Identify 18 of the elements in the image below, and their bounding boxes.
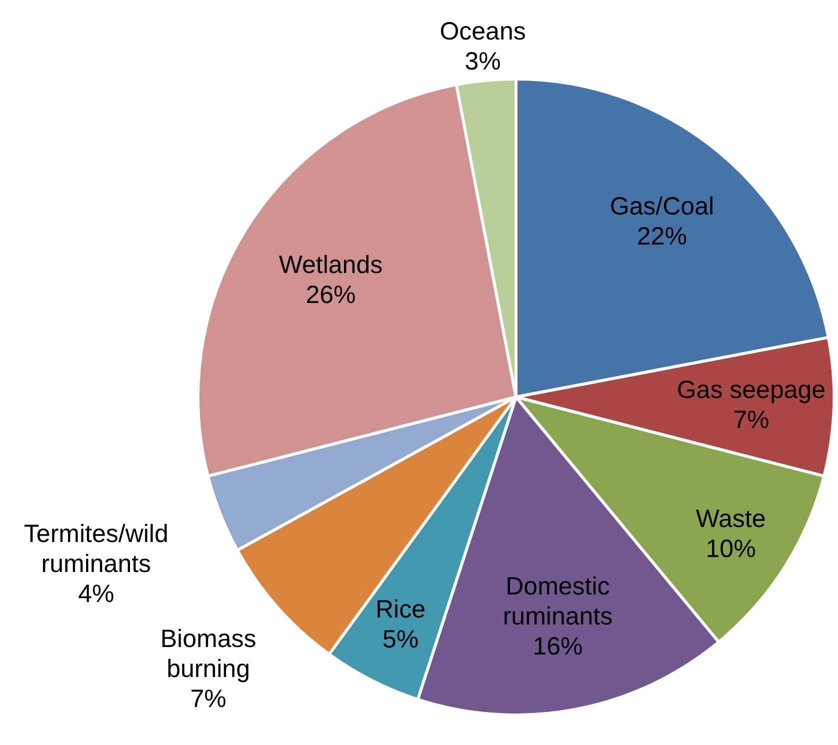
slice-label: Domestic ruminants	[502, 572, 613, 630]
slice-label: Gas seepage	[676, 376, 826, 404]
slice-label: Oceans	[440, 17, 526, 46]
data-label: 10%	[706, 535, 756, 564]
data-label: 4%	[78, 580, 114, 608]
data-label: 7%	[190, 685, 226, 714]
data-label: 22%	[636, 222, 687, 250]
slice-label: Termites/wild ruminants	[24, 520, 168, 578]
slice-label: Rice	[375, 595, 426, 624]
data-label: 5%	[382, 625, 419, 654]
data-label: 7%	[733, 406, 770, 434]
data-label: 3%	[464, 47, 501, 76]
data-label: 16%	[532, 632, 583, 660]
slice-label: Waste	[696, 505, 766, 534]
slice-label: Wetlands	[278, 251, 383, 280]
slice-label: Gas/Coal	[610, 192, 714, 220]
slice-label: Biomass burning	[160, 625, 256, 684]
data-label: 26%	[306, 281, 356, 310]
